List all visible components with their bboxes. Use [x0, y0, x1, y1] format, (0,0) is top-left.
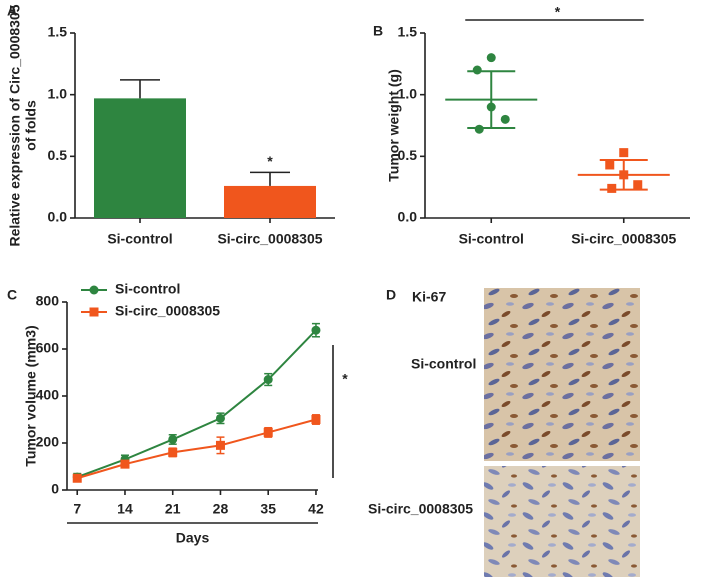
y-tick-label: 1.5 — [48, 24, 68, 40]
data-point — [472, 65, 482, 75]
y-tick-label: 0.5 — [398, 147, 418, 163]
y-tick-label: 200 — [36, 434, 60, 450]
data-point — [500, 114, 510, 124]
x-axis-label: Days — [176, 530, 210, 546]
data-point — [263, 375, 273, 385]
significance: * — [342, 371, 348, 387]
data-point — [619, 148, 629, 158]
data-point — [168, 434, 178, 444]
legend-label: Si-circ_0008305 — [115, 303, 220, 319]
bar — [94, 98, 186, 218]
series-line — [76, 418, 317, 480]
y-tick-label: 1.5 — [398, 24, 418, 40]
panel-letter: A — [7, 3, 17, 19]
y-tick-label: 0.0 — [398, 209, 418, 225]
y-axis-label: Tumor weight (g) — [386, 69, 402, 182]
micrograph — [484, 288, 640, 461]
x-tick-label: 42 — [308, 501, 324, 517]
data-point — [311, 415, 321, 424]
panel-letter: D — [386, 287, 396, 303]
data-point — [633, 180, 643, 190]
micrograph — [484, 466, 640, 577]
data-point — [605, 160, 615, 170]
row-label: Si-control — [411, 356, 476, 372]
data-point — [215, 440, 225, 450]
y-tick-label: 0 — [51, 481, 59, 497]
row-label: Si-circ_0008305 — [368, 501, 473, 517]
significance: * — [267, 153, 273, 169]
data-point — [168, 447, 178, 457]
y-tick-label: 800 — [36, 293, 60, 309]
legend-marker — [89, 307, 99, 317]
legend-marker — [89, 285, 99, 295]
x-tick-label: Si-circ_0008305 — [571, 231, 676, 247]
y-tick-label: 600 — [36, 340, 60, 356]
y-axis-label: Relative expression of Circ_0008305 — [7, 4, 23, 246]
x-tick-label: 7 — [73, 501, 81, 517]
legend-label: Si-control — [115, 281, 180, 297]
x-tick-label: Si-control — [107, 231, 172, 247]
data-point — [215, 413, 225, 423]
y-tick-label: 1.0 — [398, 85, 418, 101]
x-tick-label: 14 — [117, 501, 133, 517]
x-tick-label: Si-circ_0008305 — [217, 231, 322, 247]
bar — [224, 185, 316, 218]
y-tick-label: 0.0 — [48, 209, 68, 225]
x-tick-label: 28 — [213, 501, 229, 517]
x-tick-label: 21 — [165, 501, 181, 517]
data-point — [607, 183, 617, 193]
y-tick-label: 400 — [36, 387, 60, 403]
y-tick-label: 0.5 — [48, 147, 68, 163]
panel-letter: C — [7, 287, 17, 303]
y-axis-label: of folds — [23, 100, 39, 151]
data-point — [474, 124, 484, 134]
panel-letter: B — [373, 23, 383, 39]
x-tick-label: Si-control — [459, 231, 524, 247]
data-point — [120, 459, 130, 469]
stain-title: Ki-67 — [412, 289, 446, 305]
data-point — [311, 325, 321, 335]
data-point — [263, 427, 273, 437]
data-point — [72, 473, 82, 483]
x-tick-label: 35 — [260, 501, 276, 517]
data-point — [486, 53, 496, 63]
significance: * — [555, 4, 561, 20]
series-line — [76, 329, 317, 479]
y-tick-label: 1.0 — [48, 85, 68, 101]
y-axis-label: Tumor volume (mm3) — [23, 325, 39, 466]
